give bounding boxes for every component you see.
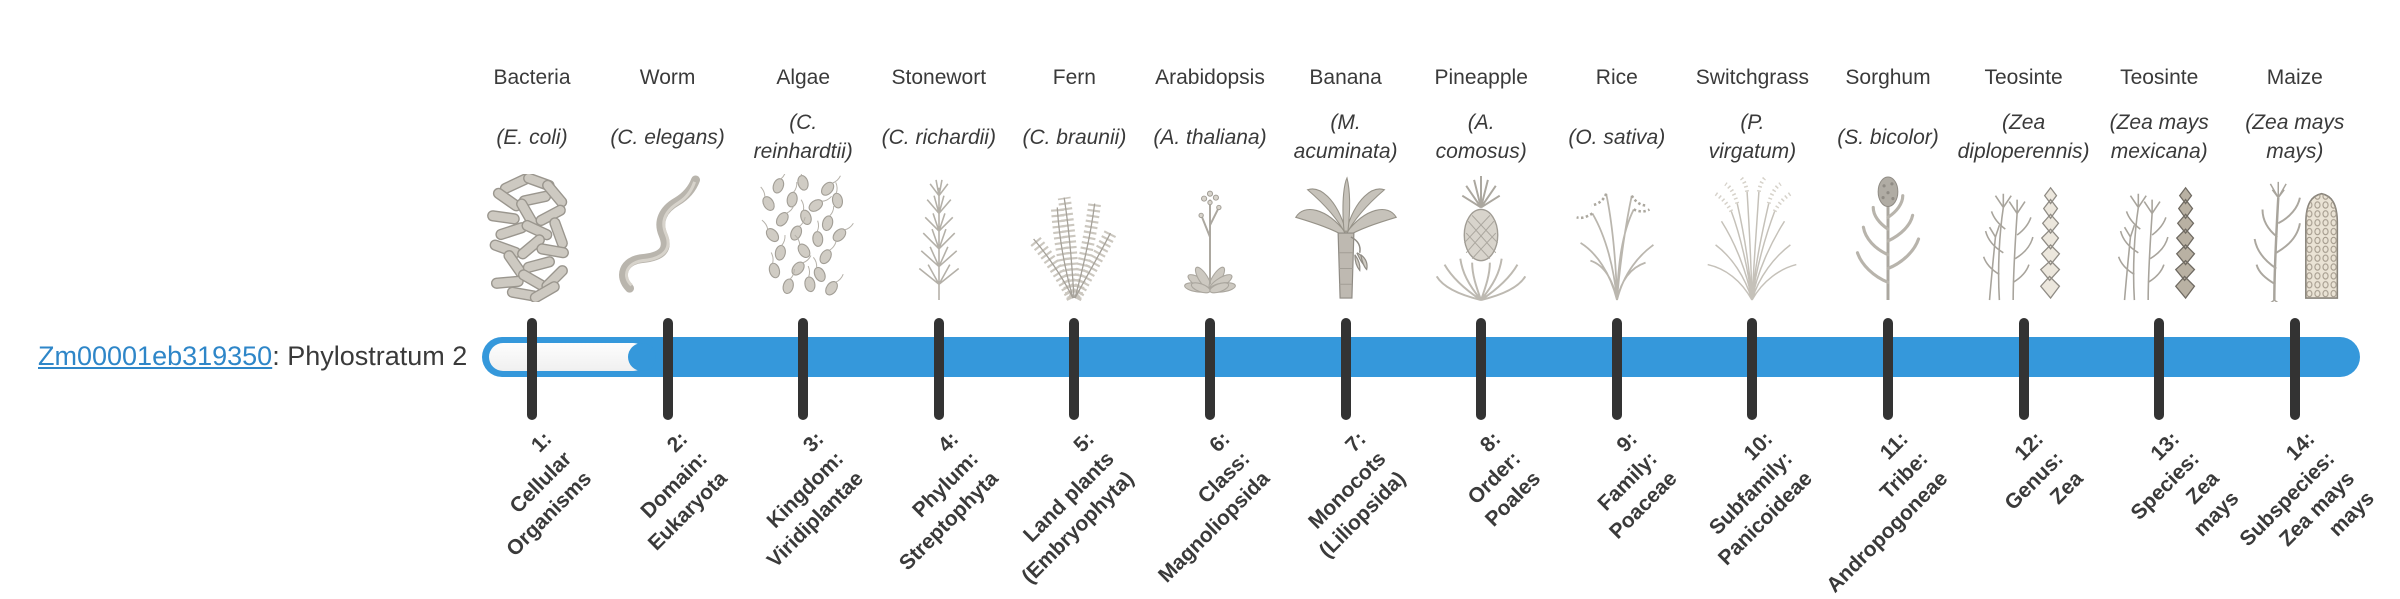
organism-name: Pineapple: [1434, 66, 1528, 89]
organism-column: Arabidopsis (A. thaliana) 6: Class: Magn…: [1142, 0, 1278, 587]
organism-column: Pineapple (A. comosus) 8: Order: Poales: [1413, 0, 1549, 580]
worm-illustration: [606, 174, 730, 302]
organism-name: Bacteria: [493, 66, 571, 89]
timeline-bar: [482, 337, 2360, 377]
stratum-tick: [1611, 318, 1622, 420]
stratum-axis-label-text: 1: Cellular Organisms: [502, 427, 597, 561]
organism-name: Rice: [1595, 66, 1638, 89]
organism-name: Banana: [1309, 66, 1382, 89]
organism-latin-name: (C. richardii): [881, 125, 996, 149]
gene-id-link[interactable]: Zm00001eb319350: [38, 341, 273, 371]
stratum-axis-label-text: 12: Genus: Zea: [2000, 427, 2088, 515]
stratum-tick: [1205, 318, 1215, 420]
organism-name: Teosinte: [2120, 66, 2199, 89]
stratum-axis-label-text: 14: Subspecies: Zea mays mays: [2235, 427, 2379, 551]
stratum-tick: [662, 318, 673, 420]
organism-column: Sorghum (S. bicolor) 11: Tribe: Andropog…: [1820, 0, 1956, 597]
organism-column: Fern (C. braunii) 5: Land plants (Embryo…: [1006, 0, 1142, 588]
organism-column: Rice (O. sativa) 9: Family: Poaceae: [1549, 0, 1685, 580]
organism-name: Maize: [2266, 66, 2323, 89]
organism-latin-name: (C. reinhardtii): [753, 111, 853, 163]
stratum-tick: [1476, 318, 1487, 420]
organism-latin-name: (Zea mays mays): [2245, 111, 2345, 163]
phylostratum-chart: Zm00001eb319350: Phylostratum 2 Bacteria…: [38, 0, 2379, 598]
organism-name: Arabidopsis: [1155, 66, 1265, 89]
algae-illustration: [741, 174, 865, 302]
organism-name: Teosinte: [1984, 66, 2063, 89]
teosinte-mexicana-illustration: [2097, 174, 2221, 302]
organism-latin-name: (Zea diploperennis): [1957, 111, 2090, 163]
stratum-axis-label-text: 13: Species: Zea mays: [2126, 427, 2244, 542]
organism-latin-name: (A. comosus): [1435, 111, 1527, 163]
maize-illustration: [2233, 174, 2357, 302]
organism-latin-name: (E. coli): [496, 125, 568, 149]
stratum-tick: [1069, 318, 1080, 420]
gene-stratum-text: : Phylostratum 2: [272, 341, 468, 371]
stratum-tick: [1747, 318, 1758, 420]
stratum-tick: [933, 318, 944, 420]
stratum-tick: [1340, 318, 1351, 420]
stratum-axis-label-text: 7: Monocots (Liliopsida): [1303, 427, 1410, 563]
organism-latin-name: (Zea mays mexicana): [2109, 111, 2209, 163]
stratum-tick: [1883, 318, 1893, 420]
organism-name: Fern: [1052, 66, 1096, 89]
banana-illustration: [1284, 174, 1408, 302]
organism-latin-name: (S. bicolor): [1837, 125, 1939, 149]
organism-name: Stonewort: [891, 66, 987, 89]
organism-latin-name: (A. thaliana): [1153, 125, 1267, 149]
organism-latin-name: (C. braunii): [1022, 125, 1127, 149]
organism-latin-name: (P. virgatum): [1708, 111, 1797, 163]
organism-name: Sorghum: [1845, 66, 1931, 89]
organism-column: Stonewort (C. richardii) 4: Phylum: Stre…: [871, 0, 1007, 580]
stratum-axis-label-text: 3: Kingdom: Viridiplantae: [762, 427, 868, 573]
organism-column: Banana (M. acuminata) 7: Monocots (Lilio…: [1278, 0, 1414, 580]
organism-column: Switchgrass (P. virgatum) 10: Subfamily:…: [1684, 0, 1820, 580]
organism-column: Teosinte (Zea mays mexicana) 13: Species…: [2091, 0, 2244, 580]
pineapple-illustration: [1419, 174, 1543, 302]
teosinte-diploperennis-illustration: [1962, 174, 2086, 302]
timeline-unfilled-track: [489, 343, 647, 371]
organism-column: Algae (C. reinhardtii) 3: Kingdom: Virid…: [735, 0, 871, 580]
bacteria-illustration: [470, 174, 594, 302]
stratum-axis-label-text: 9: Family: Poaceae: [1593, 427, 1682, 544]
organism-column: Teosinte (Zea diploperennis) 12: Genus: …: [1956, 0, 2092, 580]
stratum-axis-label-text: 2: Domain: Eukaryota: [636, 427, 732, 556]
stratum-tick: [527, 318, 537, 420]
organism-name: Switchgrass: [1695, 66, 1809, 89]
stratum-tick: [2154, 318, 2165, 420]
gene-label: Zm00001eb319350: Phylostratum 2: [38, 340, 467, 373]
organism-latin-name: (O. sativa): [1568, 125, 1666, 149]
stratum-axis-label-text: 8: Order: Poales: [1464, 427, 1546, 532]
stratum-tick: [2018, 318, 2029, 420]
stratum-axis-label-text: 4: Phylum: Streptophyta: [895, 427, 1004, 575]
stratum-tick: [798, 318, 809, 420]
stonewort-illustration: [877, 174, 1001, 302]
organism-name: Algae: [776, 66, 831, 89]
stratum-tick: [2289, 318, 2300, 420]
organism-name: Worm: [639, 66, 696, 89]
rice-illustration: [1555, 174, 1679, 302]
organism-column: Maize (Zea mays mays) 14: Subspecies: Ze…: [2227, 0, 2379, 580]
sorghum-illustration: [1826, 174, 1950, 302]
organism-latin-name: (M. acuminata): [1293, 111, 1398, 163]
organism-column: Worm (C. elegans) 2: Domain: Eukaryota: [600, 0, 736, 580]
fern-illustration: [1012, 174, 1136, 302]
timeline-fill-cap: [628, 343, 656, 371]
switchgrass-illustration: [1690, 174, 1814, 302]
organism-latin-name: (C. elegans): [610, 125, 725, 149]
organism-column: Bacteria (E. coli) 1: Cellular Organisms: [464, 0, 600, 580]
arabidopsis-illustration: [1148, 174, 1272, 302]
